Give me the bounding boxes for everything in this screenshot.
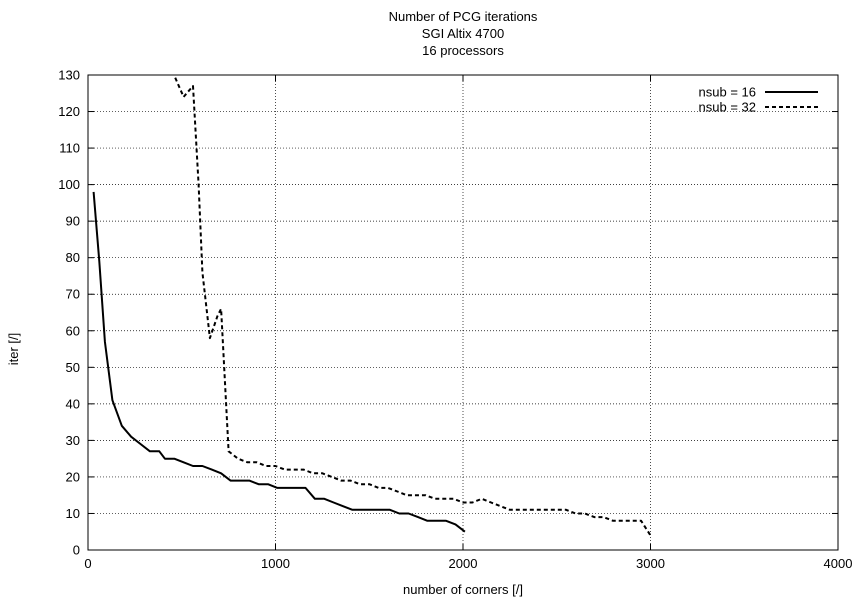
y-tick-label: 100	[58, 177, 80, 192]
y-axis-label: iter [/]	[6, 333, 21, 366]
legend-label-2: nsub = 32	[699, 100, 756, 115]
series-layer	[92, 75, 652, 536]
y-tick-label: 70	[66, 287, 80, 302]
x-tick-label: 1000	[261, 556, 290, 571]
chart-title-line-1: Number of PCG iterations	[389, 9, 538, 24]
y-tick-label: 20	[66, 469, 80, 484]
series-line-1	[92, 191, 466, 533]
y-tick-label: 120	[58, 104, 80, 119]
x-axis-label: number of corners [/]	[403, 582, 523, 597]
axis-ticks: 0 10 20 30 40 50 60 70 80 90 100 110 120 130 0 1000 2000…	[58, 68, 852, 572]
y-tick-label: 0	[73, 543, 80, 558]
grid-lines	[88, 75, 838, 550]
x-tick-label: 4000	[824, 556, 853, 571]
legend-label-1: nsub = 16	[699, 85, 756, 100]
x-tick-label: 0	[84, 556, 91, 571]
y-tick-label: 50	[66, 360, 80, 375]
y-tick-label: 110	[59, 141, 80, 156]
chart-title-line-2: SGI Altix 4700	[422, 26, 504, 41]
plot-area-frame	[87, 74, 839, 551]
series-line-2	[172, 75, 652, 536]
y-tick-label: 40	[66, 396, 80, 411]
y-tick-label: 10	[66, 506, 80, 521]
y-tick-label: 90	[66, 214, 80, 229]
y-tick-label: 130	[58, 68, 80, 83]
chart-title: Number of PCG iterations SGI Altix 4700 …	[389, 9, 538, 58]
y-tick-label: 30	[66, 433, 80, 448]
y-tick-label: 60	[66, 323, 80, 338]
chart-title-line-3: 16 processors	[422, 43, 504, 58]
y-tick-label: 80	[66, 250, 80, 265]
x-tick-label: 3000	[636, 556, 665, 571]
x-tick-label: 2000	[449, 556, 478, 571]
